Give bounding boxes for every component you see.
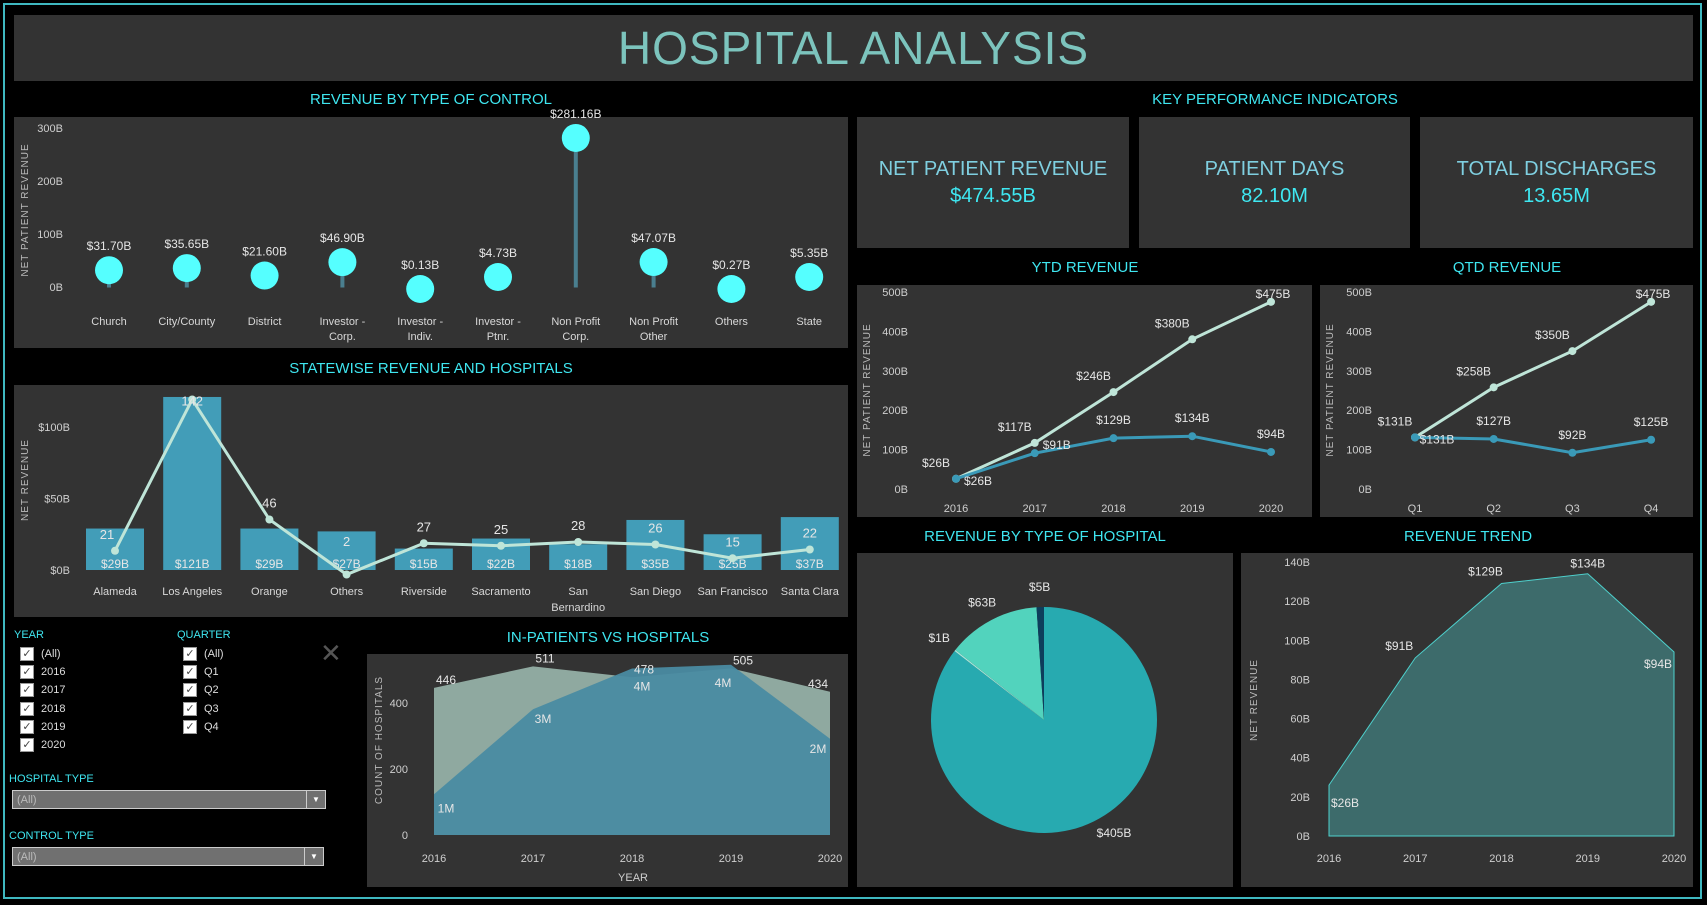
filter-option-label: 2020 [41,739,66,751]
hospital-type-chart-title: REVENUE BY TYPE OF HOSPITAL [924,528,1166,545]
kpi-label: TOTAL DISCHARGES [1456,157,1657,180]
kpi-label: NET PATIENT REVENUE [878,157,1108,180]
trend-title: REVENUE TREND [1403,528,1533,545]
checkbox[interactable]: ✓ [20,647,34,661]
chevron-down-icon[interactable]: ▼ [304,848,323,865]
filter-option[interactable]: ✓ 2018 [20,701,66,716]
inpatients-chart-panel [367,654,848,887]
hospital-type-dropdown[interactable]: (All) ▼ [12,790,326,809]
year-filter-label: YEAR [14,629,44,641]
filter-option[interactable]: ✓ 2016 [20,665,66,680]
kpi-title: KEY PERFORMANCE INDICATORS [1152,91,1398,108]
filter-option[interactable]: ✓ (All) [20,647,61,661]
qtd-chart-panel [1320,285,1693,517]
control-chart-panel [14,117,848,348]
pie-chart-panel [857,553,1233,887]
checkbox[interactable]: ✓ [20,719,34,734]
filter-option-label: (All) [204,648,224,660]
filter-option[interactable]: ✓ Q1 [183,665,219,680]
filter-option-label: Q2 [204,684,219,697]
filter-option-label: Q4 [204,720,219,733]
trend-chart-panel [1241,553,1693,887]
filter-option[interactable]: ✓ 2017 [20,683,66,698]
filter-option-label: Q3 [204,702,219,715]
kpi-value: 13.65M [1523,184,1590,207]
dashboard-frame [3,3,1702,899]
filter-option[interactable]: ✓ Q4 [183,719,219,734]
chevron-down-icon[interactable]: ▼ [306,791,325,808]
control-chart-title: REVENUE BY TYPE OF CONTROL [310,91,552,108]
control-type-value: (All) [17,850,37,863]
filter-option-label: 2016 [41,666,66,679]
checkbox[interactable]: ✓ [20,683,34,698]
filter-option-label: 2019 [41,720,66,733]
hospital-type-label: HOSPITAL TYPE [9,773,94,785]
kpi-value: 82.10M [1241,184,1308,207]
filter-option-label: 2018 [41,702,66,715]
control-type-dropdown[interactable]: (All) ▼ [12,847,324,866]
filter-option-label: (All) [41,648,61,660]
checkbox[interactable]: ✓ [183,719,197,734]
kpi-total-discharges: TOTAL DISCHARGES 13.65M [1420,117,1693,248]
filter-option[interactable]: ✓ 2019 [20,719,66,734]
control-type-label: CONTROL TYPE [9,830,94,842]
filter-option-label: 2017 [41,684,66,697]
checkbox[interactable]: ✓ [183,665,197,680]
kpi-label: PATIENT DAYS [1204,157,1345,180]
inpatients-title: IN-PATIENTS VS HOSPITALS [506,629,710,646]
header: HOSPITAL ANALYSIS [14,15,1693,81]
statewise-title: STATEWISE REVENUE AND HOSPITALS [289,360,573,377]
filter-option[interactable]: ✓ 2020 [20,738,65,752]
ytd-title: YTD REVENUE [1031,259,1139,276]
ytd-chart-panel [857,285,1312,517]
filter-option[interactable]: ✓ (All) [183,647,224,661]
filter-option-label: Q1 [204,666,219,679]
checkbox[interactable]: ✓ [20,701,34,716]
checkbox[interactable]: ✓ [183,647,197,661]
page-title: HOSPITAL ANALYSIS [617,22,1090,74]
qtd-title: QTD REVENUE [1452,259,1562,276]
statewise-chart-panel [14,385,848,617]
checkbox[interactable]: ✓ [183,683,197,698]
hospital-type-value: (All) [17,793,37,806]
clear-filter-icon[interactable]: ✕ [320,638,342,668]
filter-option[interactable]: ✓ Q2 [183,683,219,698]
checkbox[interactable]: ✓ [20,665,34,680]
kpi-patient-days: PATIENT DAYS 82.10M [1139,117,1410,248]
quarter-filter-label: QUARTER [177,629,231,641]
filter-option[interactable]: ✓ Q3 [183,701,219,716]
checkbox[interactable]: ✓ [183,701,197,716]
kpi-net-patient-revenue: NET PATIENT REVENUE $474.55B [857,117,1129,248]
kpi-value: $474.55B [950,184,1036,207]
checkbox[interactable]: ✓ [20,738,34,752]
